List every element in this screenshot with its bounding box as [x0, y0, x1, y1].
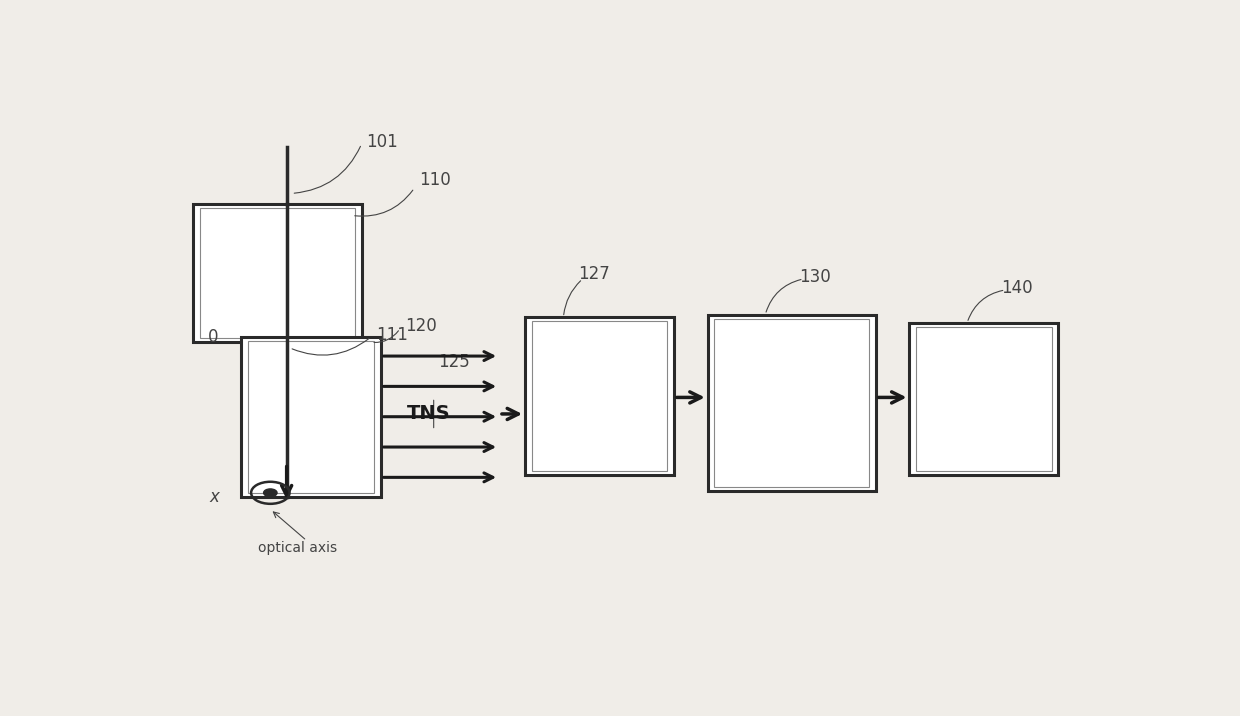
Bar: [916, 326, 1052, 470]
Text: 127: 127: [578, 265, 610, 283]
Text: x: x: [210, 488, 219, 505]
Bar: [714, 319, 869, 488]
Text: 120: 120: [404, 317, 436, 335]
Bar: [248, 341, 374, 493]
Text: 140: 140: [1001, 279, 1033, 296]
Bar: [193, 205, 362, 342]
Bar: [200, 208, 355, 339]
Text: 130: 130: [799, 268, 831, 286]
Bar: [532, 321, 667, 470]
Text: 125: 125: [439, 352, 470, 371]
Text: optical axis: optical axis: [258, 541, 337, 555]
Text: TNS: TNS: [408, 405, 451, 423]
Text: 110: 110: [419, 171, 451, 189]
Text: 0: 0: [207, 328, 218, 346]
Text: 111: 111: [376, 326, 408, 344]
Text: 101: 101: [367, 132, 398, 150]
Bar: [909, 323, 1058, 475]
Circle shape: [264, 489, 277, 497]
Bar: [708, 315, 875, 491]
Bar: [242, 337, 381, 497]
Bar: [525, 317, 675, 475]
